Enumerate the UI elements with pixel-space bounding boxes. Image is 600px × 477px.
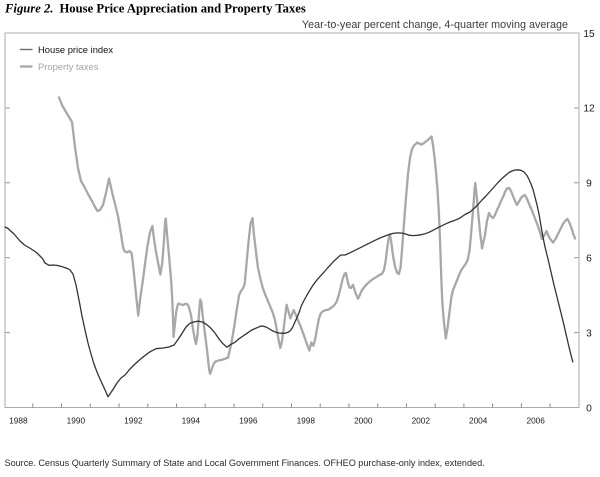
- svg-text:Property taxes: Property taxes: [38, 61, 99, 72]
- svg-text:2004: 2004: [469, 416, 488, 426]
- svg-text:9: 9: [586, 179, 592, 190]
- svg-text:House price index: House price index: [38, 44, 113, 55]
- svg-text:15: 15: [583, 29, 595, 40]
- svg-text:2006: 2006: [526, 416, 545, 426]
- svg-text:Source. Census Quarterly Summ: Source. Census Quarterly Summary of Stat…: [5, 458, 485, 468]
- svg-text:6: 6: [586, 253, 592, 264]
- svg-text:1994: 1994: [182, 416, 201, 426]
- svg-text:2000: 2000: [354, 416, 373, 426]
- svg-text:2002: 2002: [412, 416, 431, 426]
- svg-text:1996: 1996: [239, 416, 258, 426]
- svg-text:1990: 1990: [67, 416, 86, 426]
- svg-text:Year-to-year percent change, 4: Year-to-year percent change, 4-quarter m…: [302, 19, 568, 31]
- svg-text:1988: 1988: [9, 416, 28, 426]
- svg-text:12: 12: [583, 104, 595, 115]
- svg-text:3: 3: [586, 328, 592, 339]
- svg-text:0: 0: [586, 403, 592, 414]
- svg-text:Figure 2.House Price Appreciat: Figure 2. House Price Appreciation and Pr…: [4, 2, 306, 16]
- svg-text:1998: 1998: [297, 416, 316, 426]
- svg-text:1992: 1992: [124, 416, 143, 426]
